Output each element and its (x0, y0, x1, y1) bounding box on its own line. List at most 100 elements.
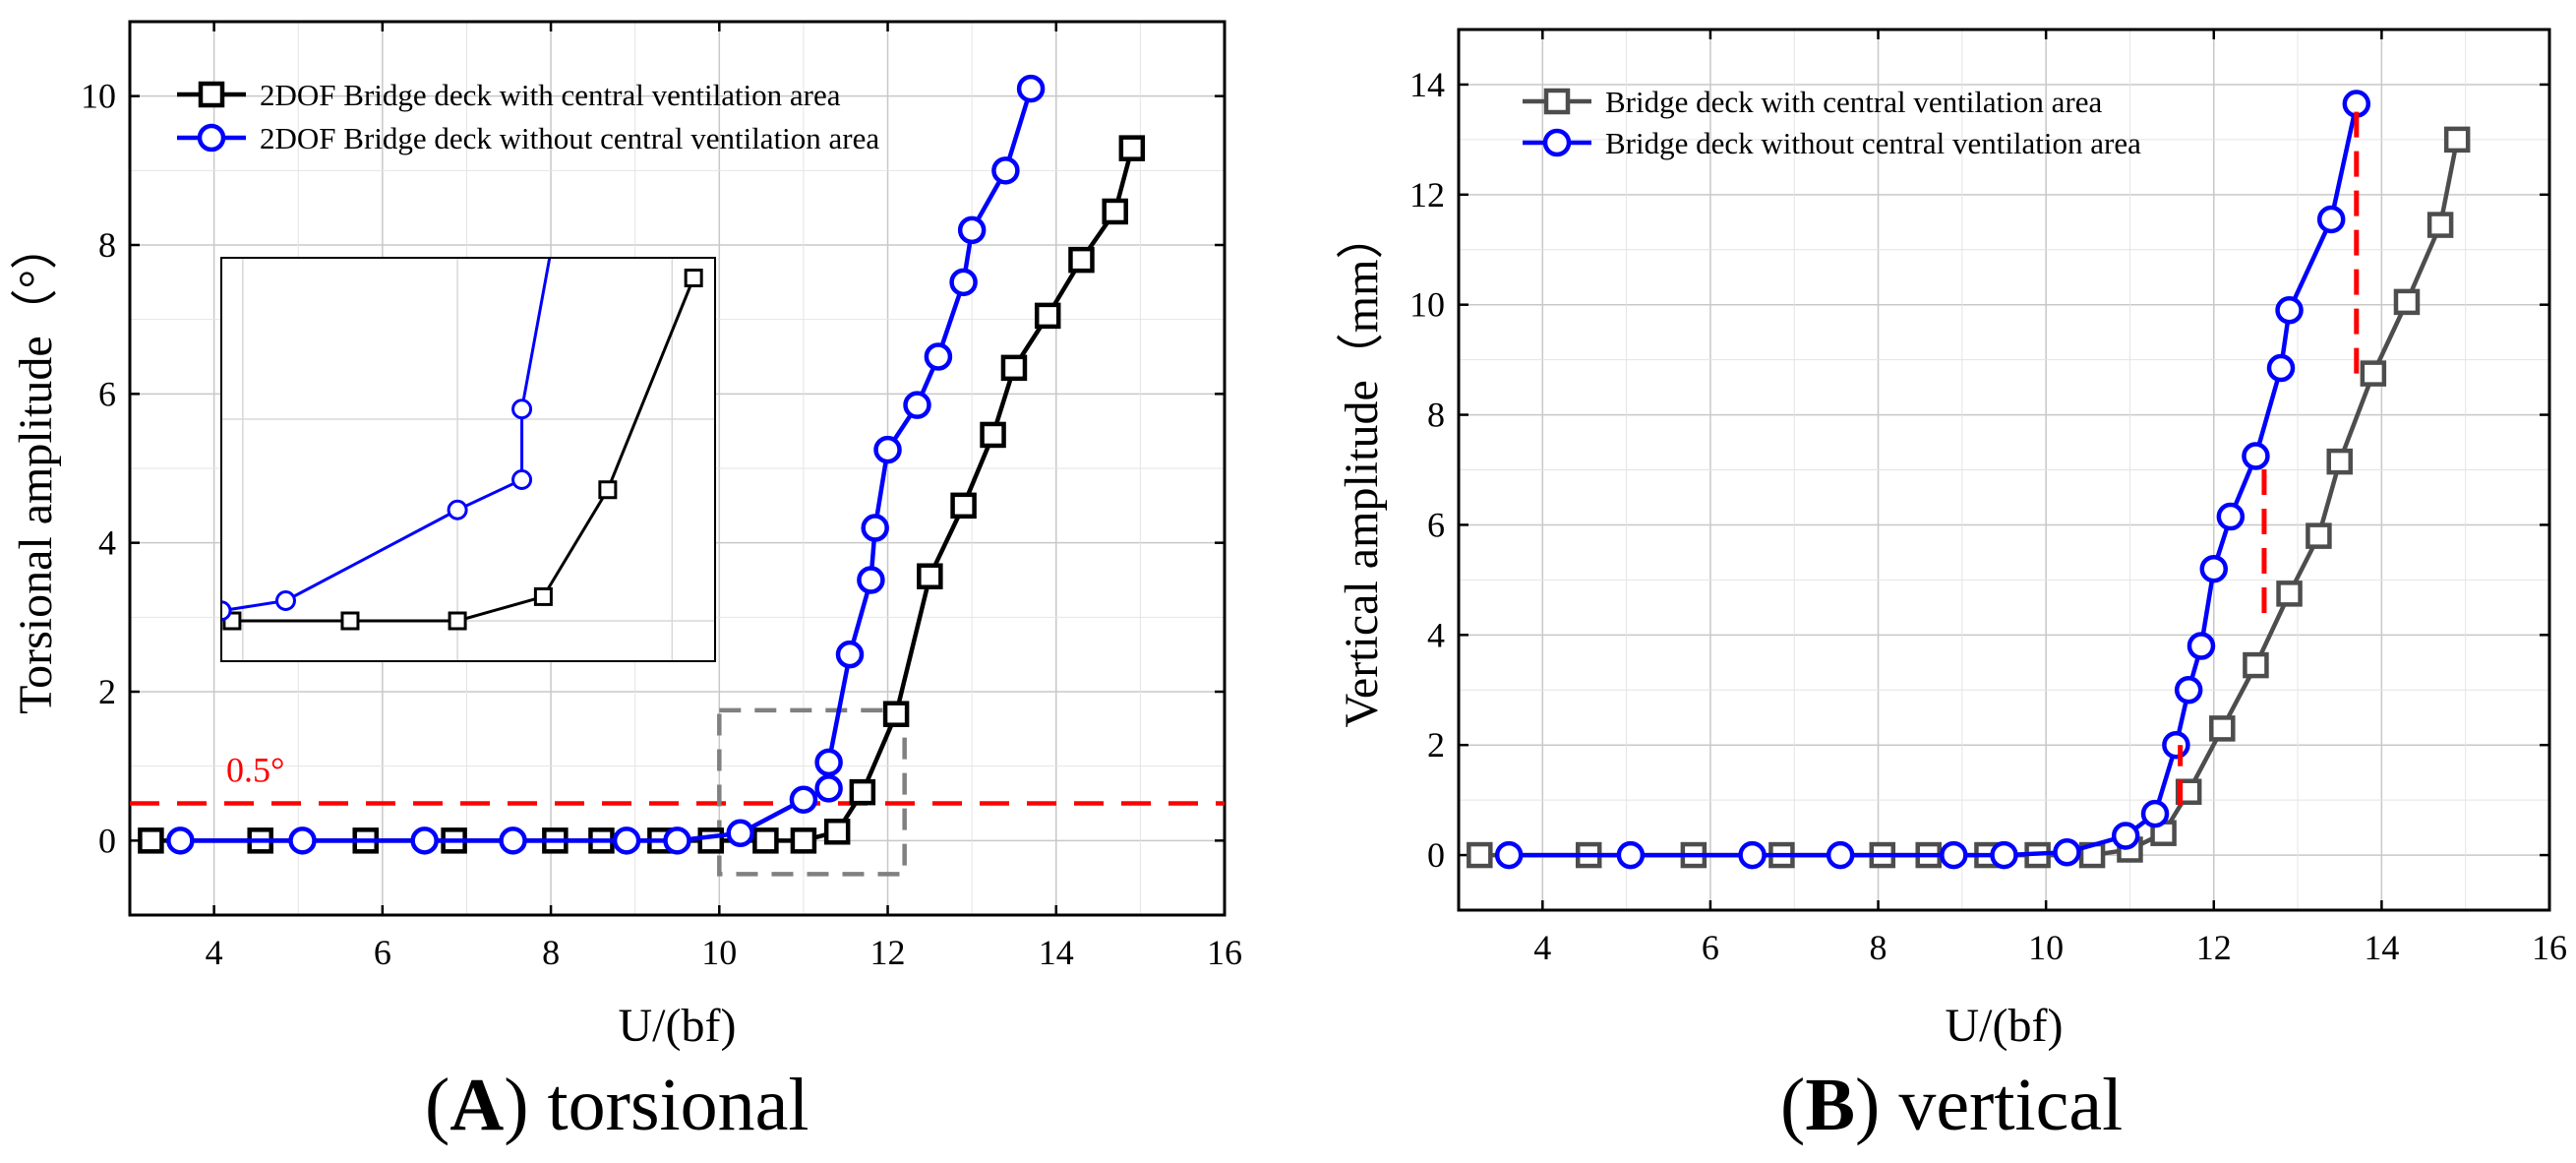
inset-square-point (340, 611, 360, 631)
circle-point (1990, 840, 2018, 870)
circle-point (2187, 632, 2216, 660)
legend-square-marker (1543, 88, 1571, 115)
square-point (950, 492, 977, 520)
inset-series-line (221, 258, 552, 613)
y-axis-label: Vertical amplitude（mm） (1336, 213, 1388, 728)
circle-point (2053, 838, 2081, 867)
y-tick-label: 6 (1427, 505, 1445, 544)
caption-b: (B) vertical (1780, 1064, 2124, 1146)
inset-frame (220, 257, 716, 662)
caption-a-text: torsional (547, 1064, 809, 1146)
circle-point (612, 826, 641, 855)
square-point (752, 827, 779, 854)
square-point (917, 563, 943, 589)
circle-point (857, 566, 885, 594)
legend-label: 2DOF Bridge deck without central ventila… (260, 121, 879, 155)
legend-label: Bridge deck with central ventilation are… (1605, 85, 2103, 119)
inset-series-line (231, 276, 695, 623)
circle-point (814, 774, 843, 803)
series-group (1467, 90, 2471, 870)
x-tick-label: 10 (701, 933, 737, 972)
x-tick-label: 8 (1870, 928, 1887, 967)
inset-square-point (684, 269, 703, 287)
x-tick-label: 16 (1207, 933, 1242, 972)
x-tick-label: 4 (206, 933, 223, 972)
inset (220, 257, 716, 662)
y-tick-label: 0 (98, 821, 116, 860)
circle-point (789, 785, 818, 814)
circle-point (1016, 74, 1046, 103)
caption-a: (A) torsional (425, 1064, 809, 1146)
circle-point (410, 826, 439, 855)
x-tick-label: 12 (2196, 928, 2232, 967)
y-tick-label: 6 (98, 374, 116, 413)
square-point (2243, 651, 2269, 679)
x-tick-label: 6 (1702, 928, 1719, 967)
circle-point (835, 640, 865, 669)
square-point (2276, 581, 2303, 607)
square-point (138, 827, 164, 854)
inset-square-point (448, 611, 467, 631)
circle-point (1494, 840, 1524, 870)
circle-point (499, 826, 527, 855)
circle-point (2275, 296, 2304, 325)
series-group (138, 74, 1146, 855)
y-tick-label: 2 (98, 672, 116, 711)
legend-square-marker (198, 81, 225, 108)
inset-circle-point (511, 469, 533, 490)
circle-point (2266, 353, 2296, 383)
inset-border (220, 257, 716, 662)
circle-point (1940, 840, 1968, 870)
inset-square-point (598, 480, 618, 500)
inset-circle-point (274, 590, 296, 611)
caption-b-text: vertical (1898, 1064, 2124, 1146)
square-point (790, 827, 817, 854)
y-tick-label: 8 (1427, 396, 1445, 435)
square-point (2326, 448, 2353, 475)
inset-circle-point (221, 600, 232, 622)
circle-point (1826, 840, 1855, 870)
circle-point (949, 268, 978, 297)
chart-A: 4 6 8 10 12 14 16 0 2 4 6 8 10 U/(bf) Torsional amplit… (10, 20, 1242, 1052)
y-tick-label: 12 (1409, 175, 1445, 214)
y-tick-label: 8 (98, 225, 116, 265)
x-tick-label: 16 (2532, 928, 2567, 967)
square-point (697, 827, 724, 854)
circle-point (2199, 554, 2229, 583)
x-tick-label: 14 (1039, 933, 1074, 972)
x-tick-label: 10 (2028, 928, 2064, 967)
circle-point (726, 819, 754, 848)
inset-series (221, 258, 703, 631)
y-tick-label: 10 (1409, 285, 1445, 325)
square-point (1000, 354, 1028, 382)
square-point (2209, 715, 2236, 742)
x-tick-label: 6 (374, 933, 391, 972)
plot-frame (1457, 28, 2551, 912)
x-tick-label: 12 (870, 933, 906, 972)
square-point (980, 421, 1006, 449)
circle-point (1616, 840, 1646, 870)
square-point (2443, 126, 2471, 153)
circle-point (2111, 822, 2140, 850)
inset-circle-point (447, 499, 468, 520)
circle-point (1738, 840, 1767, 870)
x-tick-label: 4 (1533, 928, 1551, 967)
inset-square-point (533, 586, 553, 606)
circle-point (288, 826, 317, 855)
x-tick-label: 14 (2364, 928, 2399, 967)
square-point (1102, 198, 1128, 225)
y-tick-label: 0 (1427, 835, 1445, 875)
circle-point (873, 435, 902, 464)
y-tick-label: 2 (1427, 725, 1445, 765)
circle-point (663, 826, 691, 855)
legend: 2DOF Bridge deck with central ventilatio… (177, 78, 879, 155)
circle-point (991, 156, 1020, 185)
caption-b-letter: B (1805, 1064, 1856, 1146)
chart-B: 4 6 8 10 12 14 16 0 2 4 6 8 10 12 14 U/(bf) Vertical amp… (1336, 28, 2567, 1052)
circle-point (2316, 205, 2346, 234)
square-point (1118, 135, 1146, 161)
square-point (1068, 246, 1095, 274)
y-tick-label: 4 (98, 523, 116, 563)
square-point (2360, 360, 2387, 387)
